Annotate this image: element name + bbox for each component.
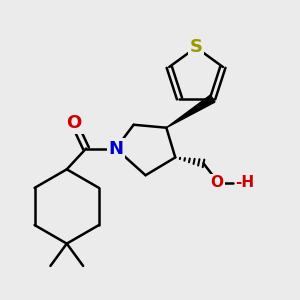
Text: S: S	[190, 38, 202, 56]
Polygon shape	[166, 95, 215, 128]
Text: N: N	[108, 140, 123, 158]
Text: -H: -H	[235, 175, 254, 190]
Text: O: O	[67, 114, 82, 132]
Text: O: O	[210, 175, 224, 190]
